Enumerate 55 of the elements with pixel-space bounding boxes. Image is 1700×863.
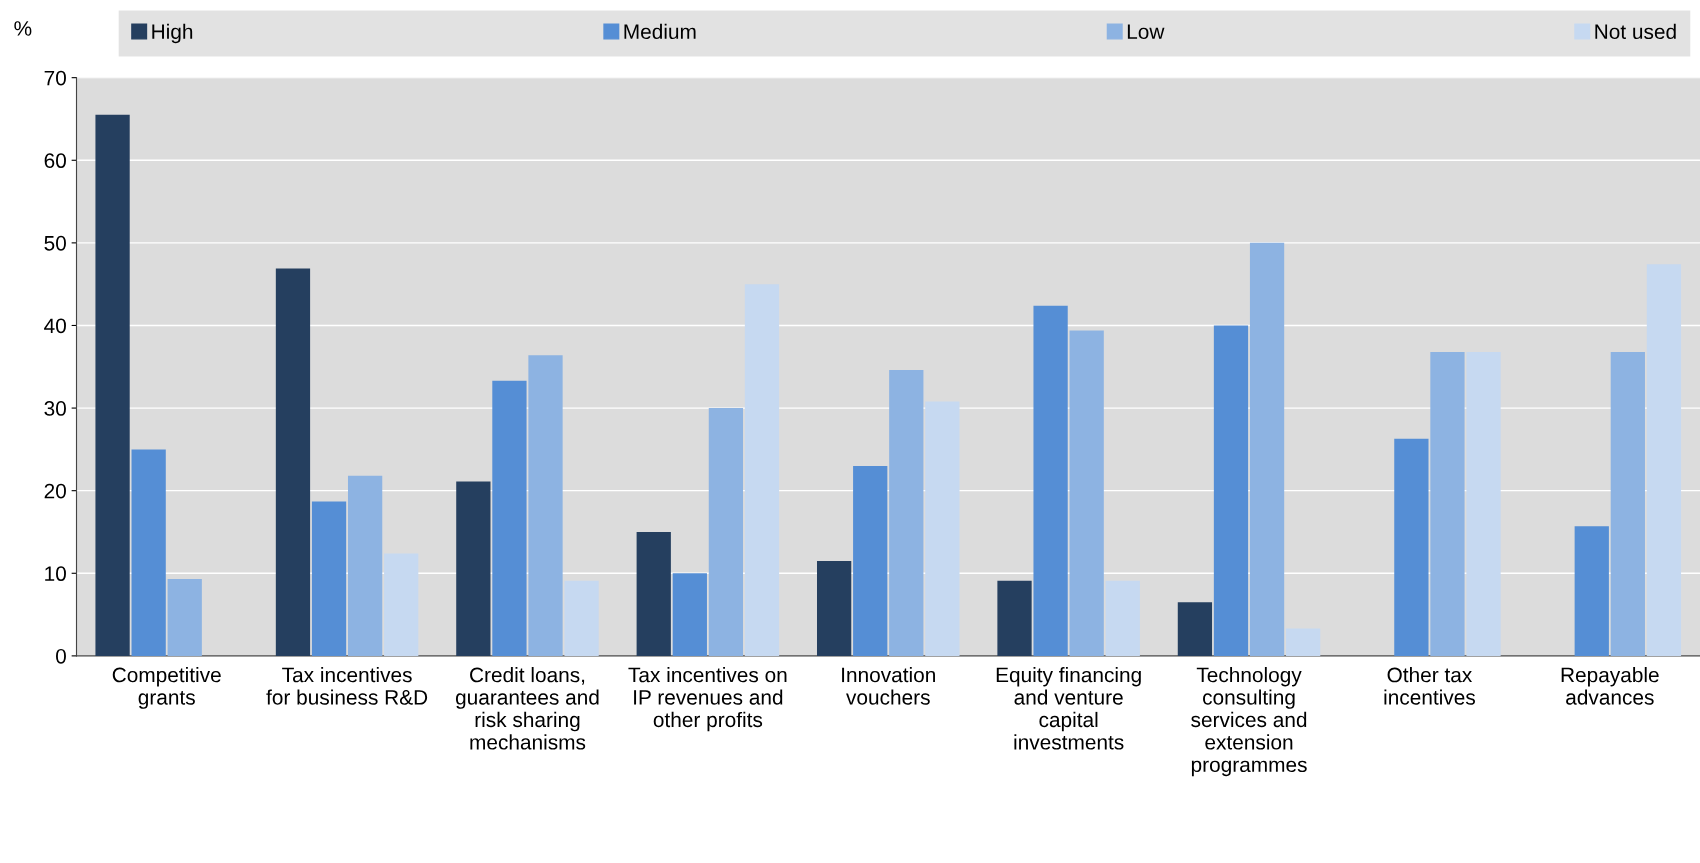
- y-tick-label: 30: [44, 401, 66, 416]
- y-tick-label: 40: [44, 318, 66, 334]
- bar: [492, 380, 527, 656]
- x-tick-label: Innovation vouchers: [842, 666, 935, 705]
- x-tick-label: Equity financing and venture capital investments: [996, 666, 1141, 750]
- bar: [744, 284, 780, 656]
- bar: [1105, 580, 1140, 656]
- bar: [167, 579, 202, 656]
- bar: [95, 114, 130, 656]
- y-tick-label: 0: [56, 648, 66, 664]
- legend-label: Not used: [1595, 23, 1676, 40]
- bar: [1574, 526, 1609, 656]
- y-tick-label: 70: [44, 70, 66, 86]
- y-tick-label: 50: [44, 235, 66, 251]
- bar: [925, 401, 960, 656]
- bar: [889, 370, 924, 656]
- x-tick-label: Competitive grants: [112, 666, 221, 709]
- bar: [1069, 330, 1104, 656]
- bar: [1610, 351, 1645, 656]
- bar: [1033, 305, 1068, 656]
- x-tick-label: Tax incentives on IP revenues and other profits: [628, 666, 787, 732]
- legend-label: Medium: [624, 23, 696, 40]
- x-tick-label: Other tax incentives: [1384, 666, 1475, 705]
- bar: [997, 580, 1032, 656]
- bar: [311, 501, 347, 656]
- y-tick-label: 60: [44, 153, 66, 169]
- bar: [817, 560, 852, 656]
- bar: [672, 573, 707, 656]
- bar: [1646, 264, 1682, 656]
- bar: [1466, 351, 1501, 656]
- bar: [1286, 628, 1321, 656]
- bar: [1249, 242, 1285, 656]
- bar: [131, 449, 166, 656]
- bar: [853, 465, 888, 656]
- bar: [1430, 351, 1465, 656]
- legend-label: Low: [1127, 24, 1165, 40]
- bar: [384, 553, 419, 656]
- y-axis-title: %: [14, 21, 32, 36]
- bar: [708, 408, 744, 656]
- bar: [528, 355, 563, 656]
- x-tick-label: Technology consulting services and extension programmes: [1191, 666, 1307, 777]
- x-tick-label: Repayable advances: [1561, 666, 1659, 705]
- bar: [1394, 438, 1429, 656]
- y-tick-label: 20: [44, 483, 66, 499]
- x-tick-label: Tax incentives for business R&D: [266, 666, 428, 705]
- bar: [1213, 325, 1249, 656]
- bar: [275, 268, 311, 656]
- y-tick-label: 10: [45, 566, 66, 582]
- bar: [347, 475, 383, 656]
- bar: [564, 580, 599, 656]
- bar: [636, 531, 671, 656]
- bar: [1177, 602, 1213, 656]
- legend-label: High: [152, 23, 193, 44]
- bar: [456, 481, 491, 656]
- x-tick-label: Credit loans, guarantees and risk sharing mechanisms: [455, 666, 599, 750]
